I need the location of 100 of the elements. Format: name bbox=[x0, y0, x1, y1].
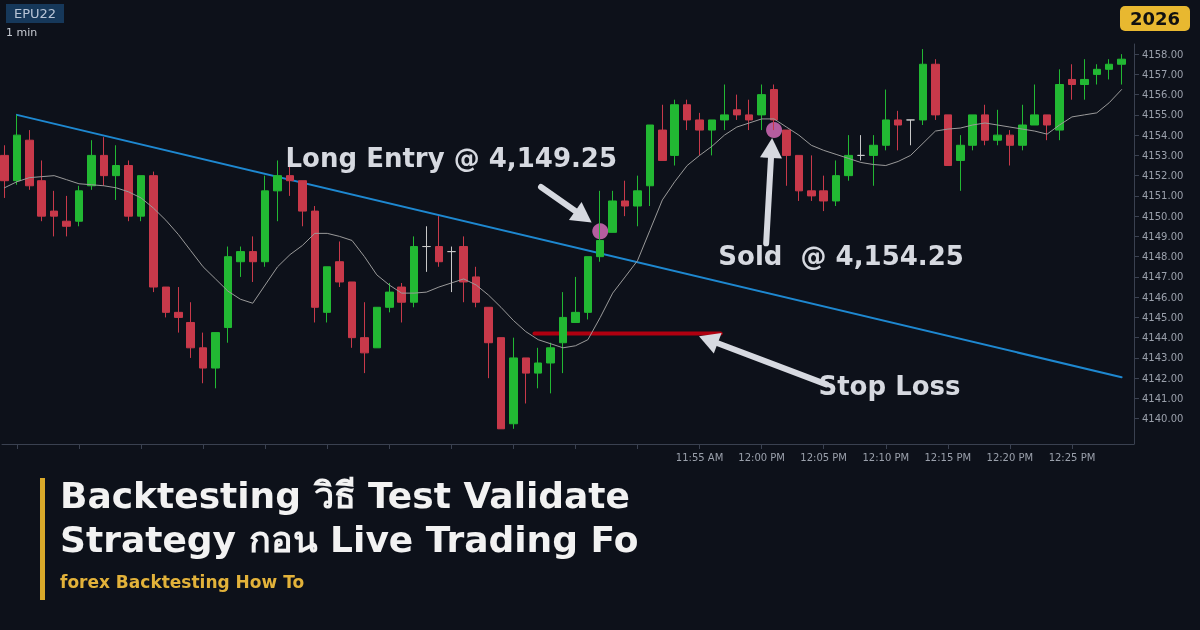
candlestick bbox=[658, 104, 667, 161]
candlestick bbox=[261, 175, 269, 268]
x-tick-label: 12:25 PM bbox=[1048, 451, 1096, 463]
candlestick bbox=[956, 134, 965, 192]
candlestick bbox=[968, 114, 977, 151]
y-tick-label: 4156.00 bbox=[1142, 89, 1184, 101]
y-tick-label: 4148.00 bbox=[1142, 251, 1184, 263]
candlestick bbox=[162, 286, 170, 318]
candlestick bbox=[546, 342, 555, 394]
candlestick bbox=[894, 110, 902, 151]
candlestick bbox=[993, 109, 1002, 146]
text: forex Backtesting How To bbox=[60, 572, 305, 592]
candlestick bbox=[919, 48, 927, 126]
x-tick-label: 12:10 PM bbox=[862, 451, 910, 463]
y-tick-label: 4144.00 bbox=[1142, 332, 1184, 344]
candlestick bbox=[1068, 63, 1076, 101]
candlestick bbox=[931, 58, 940, 121]
candlestick bbox=[385, 282, 394, 313]
y-tick-label: 4153.00 bbox=[1142, 149, 1184, 161]
y-tick-label: 4146.00 bbox=[1142, 291, 1184, 303]
x-tick-label: 12:00 PM bbox=[738, 451, 785, 463]
candlestick bbox=[534, 347, 542, 389]
candlestick bbox=[236, 246, 245, 278]
candlestick bbox=[1055, 68, 1064, 141]
y-tick-label: 4157.00 bbox=[1142, 68, 1184, 80]
candlestick bbox=[869, 134, 878, 187]
candlestick bbox=[981, 104, 989, 146]
candlestick bbox=[273, 159, 282, 222]
candlestick bbox=[50, 190, 58, 237]
text: Backtesting วิธี Test Validate Strategy กอน Live Trading Fo bbox=[60, 474, 640, 562]
candlestick bbox=[708, 119, 716, 156]
candlestick bbox=[819, 175, 828, 212]
y-tick-label: 4154.00 bbox=[1142, 129, 1184, 141]
text: 1 min bbox=[6, 26, 38, 39]
candlestick bbox=[13, 114, 21, 186]
y-tick-label: 4142.00 bbox=[1142, 372, 1184, 384]
candlestick bbox=[944, 114, 952, 167]
candlestick bbox=[720, 84, 729, 131]
candlestick bbox=[298, 180, 307, 227]
candlestick bbox=[571, 276, 580, 323]
candlestick bbox=[782, 129, 791, 187]
candlestick bbox=[186, 301, 195, 359]
y-tick-label: 4155.00 bbox=[1142, 109, 1184, 121]
candlestick bbox=[733, 94, 741, 121]
text: 2026 bbox=[1119, 6, 1190, 31]
x-tick-label: 12:05 PM bbox=[800, 451, 847, 463]
candlestick bbox=[683, 99, 691, 131]
candlestick bbox=[62, 195, 71, 237]
candlestick bbox=[807, 154, 816, 202]
candlestick bbox=[770, 84, 778, 131]
candlestick bbox=[373, 306, 381, 349]
candlestick bbox=[174, 286, 183, 334]
candlestick bbox=[447, 246, 456, 293]
candlestick bbox=[75, 185, 83, 227]
candlestick bbox=[199, 332, 207, 384]
candlestick bbox=[459, 235, 468, 303]
x-tick-label: 12:15 PM bbox=[924, 451, 972, 463]
candlestick bbox=[844, 134, 853, 182]
candlestick bbox=[1105, 58, 1113, 80]
candlestick bbox=[124, 159, 133, 222]
candlestick bbox=[596, 190, 604, 263]
candlestick bbox=[1080, 58, 1089, 101]
candlestick bbox=[559, 291, 567, 374]
text: EPU22 bbox=[6, 4, 65, 23]
candlestick bbox=[472, 266, 480, 308]
annotation: Long Entry @ 4,149.25 bbox=[285, 143, 618, 174]
candlestick bbox=[87, 139, 96, 191]
y-tick-label: 4149.00 bbox=[1142, 230, 1184, 242]
y-tick-label: 4158.00 bbox=[1142, 48, 1184, 60]
candlestick bbox=[832, 159, 840, 207]
y-tick-label: 4152.00 bbox=[1142, 170, 1184, 182]
candlestick bbox=[410, 235, 418, 308]
candlestick bbox=[1030, 84, 1039, 126]
candlestick bbox=[25, 129, 34, 191]
candlestick bbox=[137, 175, 145, 222]
candlestick bbox=[608, 190, 617, 233]
y-tick-label: 4151.00 bbox=[1142, 190, 1184, 202]
annotation: Sold @ 4,154.25 bbox=[718, 240, 964, 271]
candlestick bbox=[906, 119, 915, 146]
y-tick-label: 4145.00 bbox=[1142, 311, 1184, 323]
candlestick bbox=[695, 112, 704, 156]
candlestick bbox=[484, 306, 493, 379]
candlestick bbox=[0, 144, 9, 199]
candlestick bbox=[37, 159, 46, 222]
line-series bbox=[3, 89, 1123, 349]
candlestick bbox=[1043, 114, 1051, 141]
candlestick bbox=[646, 124, 654, 207]
candlestick bbox=[670, 99, 679, 167]
candlestick bbox=[745, 99, 753, 131]
candlestick bbox=[621, 180, 629, 217]
candlestick bbox=[633, 175, 642, 227]
y-tick-label: 4140.00 bbox=[1142, 413, 1184, 425]
candlestick bbox=[335, 240, 344, 288]
candlestick bbox=[497, 337, 505, 430]
candlestick bbox=[522, 357, 530, 404]
candlestick bbox=[149, 171, 158, 293]
candlestick bbox=[1018, 104, 1027, 151]
y-tick-label: 4141.00 bbox=[1142, 392, 1184, 404]
candlestick bbox=[211, 332, 220, 389]
candlestick bbox=[857, 134, 865, 161]
